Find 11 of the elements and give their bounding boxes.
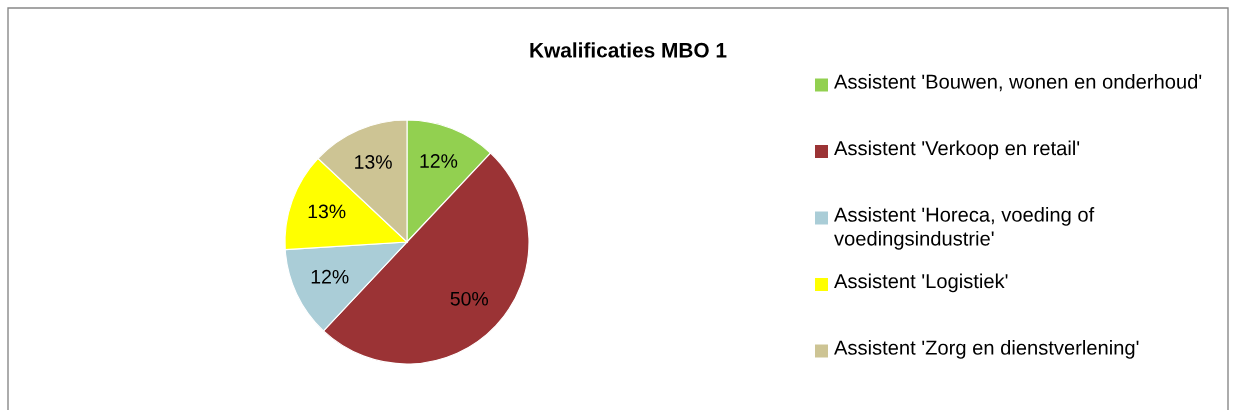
legend-label: Assistent 'Horeca, voeding of voedingsindustrie': [834, 207, 1095, 250]
legend-label: Assistent 'Verkoop en retail': [834, 140, 1080, 160]
data-label: 12%: [311, 269, 349, 284]
data-label: 50%: [450, 291, 489, 306]
data-label: 12%: [420, 154, 458, 168]
data-label: 13%: [355, 155, 392, 169]
legend-label: Assistent 'Zorg en dienstverlening': [834, 340, 1139, 359]
legend-label: Assistent 'Logistiek': [834, 273, 1008, 293]
chart-title: Kwalificaties MBO 1: [530, 42, 727, 58]
data-label: 13%: [308, 204, 346, 219]
legend-label: Assistent 'Bouwen, wonen en onderhoud': [834, 74, 1202, 92]
